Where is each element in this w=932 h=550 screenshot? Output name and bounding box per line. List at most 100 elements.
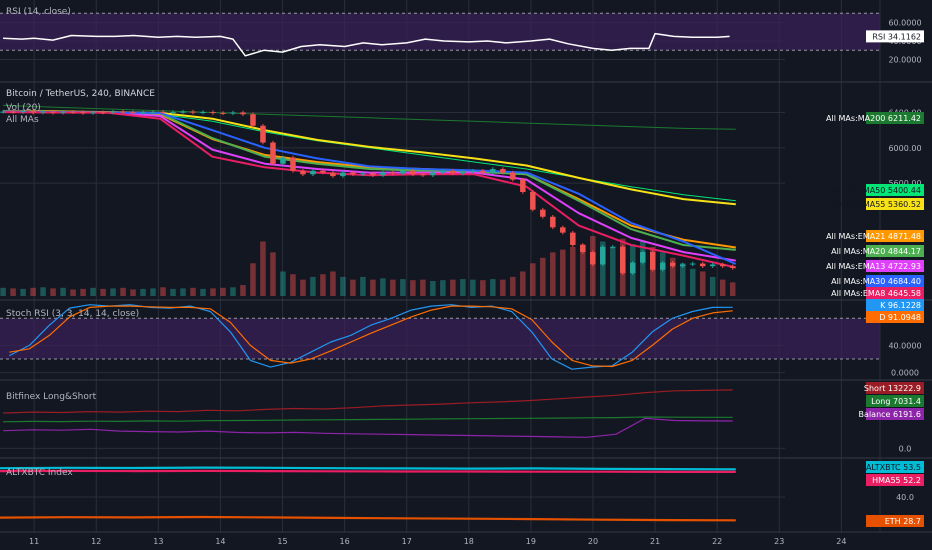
volume-bar [110,288,116,296]
volume-bar [729,282,736,296]
volume-bar [80,288,86,296]
ma-badge-bg [866,260,924,272]
rsi-value-badge: RSI 34.1162 [872,32,921,41]
candle [530,192,536,210]
main-title[interactable]: Bitcoin / TetherUS, 240, BINANCE [6,89,155,99]
altxbtc-line [0,469,736,473]
candle [430,172,436,176]
ma-badge: All MAs:MA50 5400.44 [831,186,921,195]
volume-bar [90,287,96,296]
volume-bar [460,279,466,296]
bitfinex-line [3,416,733,423]
stoch-tick-label: 0.0000 [891,369,919,378]
altxbtc-title[interactable]: ALTXBTC Index [6,468,73,478]
candle [640,252,646,263]
stoch-title[interactable]: Stoch RSI (3, 3, 14, 14, close) [6,309,139,319]
candle [70,111,76,113]
volume-bar [0,287,6,296]
rsi-line [3,32,730,57]
x-tick-label: 19 [526,537,536,546]
x-tick-label: 13 [153,537,163,546]
bitfinex-badge-bg [866,382,924,394]
candle [360,173,366,175]
candle [160,111,166,113]
candle [140,112,146,114]
volume-bar [550,252,556,296]
ma-line [3,111,737,269]
candle [10,111,16,113]
bitfinex-badge: Long 7031.4 [871,397,921,406]
volume-bar [470,279,476,296]
volume-legend[interactable]: Vol (20) [6,103,41,113]
volume-bar [420,279,426,296]
ma-line [3,104,736,130]
candle [669,262,676,267]
candle [260,125,266,143]
pane-separators[interactable] [0,0,932,533]
candle [659,262,666,270]
mas-legend[interactable]: All MAs [6,115,39,125]
candle [500,169,506,173]
volume-bar [180,288,186,296]
x-tick-label: 18 [464,537,474,546]
volume-bar [150,288,156,296]
volume-bar [320,274,326,296]
bitfinex-line [3,417,733,438]
volume-bar [490,279,496,296]
volume-bar [400,279,406,296]
volume-bar [709,276,716,296]
candle [560,227,566,233]
candle [540,209,546,217]
volume-bar [60,287,66,296]
volume-bar [280,271,286,296]
candle [600,246,606,265]
stoch-badge: K 96.1228 [880,301,921,310]
candle [220,112,226,114]
candle [20,111,26,113]
candle [650,252,656,270]
volume-bar [669,257,676,296]
x-tick-label: 15 [277,537,287,546]
volume-bar [330,271,336,296]
volume-bar [560,249,566,296]
candle [340,172,346,177]
candle [200,112,206,114]
volume-bar [160,287,166,296]
volume-bar [640,241,646,296]
stoch-line [9,304,733,370]
rsi-title[interactable]: RSI (14, close) [6,7,71,17]
rsi-value-badge-bg [866,30,924,43]
ma-badge: All MAs:EMA13 4722.93 [826,262,921,271]
rsi-tick-label: 60.0000 [888,19,921,28]
volume-bar [230,287,236,296]
candle [390,172,396,174]
stoch-tick-label: 40.0000 [888,341,921,350]
volume-bar [240,285,246,296]
bitfinex-badge: Short 13222.9 [864,384,921,393]
x-tick-label: 14 [215,537,225,546]
candle [350,172,356,175]
candle [570,232,576,245]
volume-bar [210,288,216,296]
candle [60,111,66,113]
candle [310,170,316,175]
volume-bar [540,257,546,296]
oscillator-bands [0,12,880,360]
ma-badge-bg [866,112,924,124]
candle [480,170,486,173]
ma-badge-bg [866,287,924,299]
candle [40,111,46,113]
volume-bar [410,280,416,296]
volume-bar [380,278,386,296]
ma-badge-bg [866,245,924,257]
volume-bar [30,287,36,296]
bitfinex-title[interactable]: Bitfinex Long&Short [6,392,97,402]
altxbtc-badge: ALTXBTC 53.5 [866,463,921,472]
altxbtc-tick-label: 40.0 [896,493,914,502]
bitfinex-tick-label: 0.0 [899,444,912,453]
bitfinex-badge-bg [866,395,924,407]
x-tick-label: 20 [588,537,598,546]
volume-bar [360,276,366,296]
bitfinex-badge-bg [866,408,924,420]
